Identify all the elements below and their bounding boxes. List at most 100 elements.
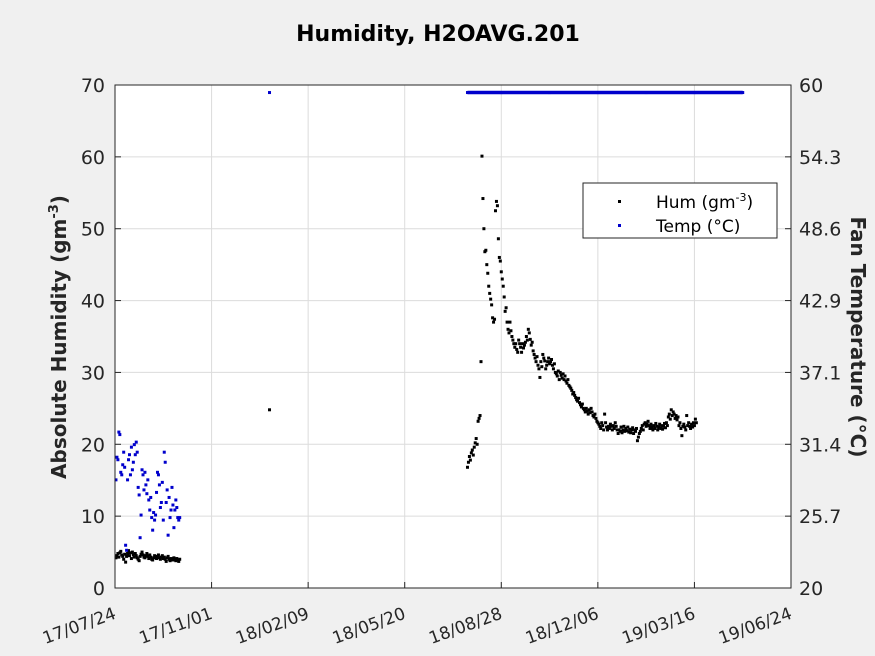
hum-point bbox=[550, 363, 554, 367]
temp-point bbox=[114, 478, 118, 482]
hum-point bbox=[466, 460, 470, 464]
hum-point bbox=[477, 416, 481, 420]
hum-point bbox=[510, 335, 514, 338]
hum-point bbox=[171, 558, 175, 562]
temp-point bbox=[135, 450, 139, 454]
hum-point bbox=[125, 554, 129, 558]
hum-point bbox=[624, 426, 628, 430]
hum-point bbox=[493, 317, 497, 321]
temp-point bbox=[138, 536, 142, 540]
hum-point bbox=[563, 374, 567, 378]
hum-point bbox=[160, 554, 164, 558]
hum-point bbox=[564, 379, 568, 383]
y-right-tick-label: 60 bbox=[799, 75, 823, 97]
hum-point bbox=[145, 552, 149, 556]
temp-point bbox=[129, 445, 133, 449]
hum-point bbox=[478, 414, 482, 418]
hum-point bbox=[512, 342, 516, 346]
hum-point bbox=[650, 425, 654, 429]
temp-point bbox=[144, 483, 148, 487]
hum-point bbox=[688, 424, 692, 428]
temp-point bbox=[142, 488, 146, 492]
hum-point bbox=[677, 424, 681, 428]
temp-point bbox=[134, 440, 138, 444]
hum-point bbox=[119, 549, 123, 553]
hum-point bbox=[523, 340, 527, 344]
hum-point bbox=[528, 337, 532, 341]
hum-point bbox=[542, 356, 546, 360]
temp-point bbox=[177, 518, 181, 522]
hum-point bbox=[662, 424, 666, 428]
hum-point bbox=[589, 406, 593, 410]
temp-series bbox=[114, 90, 745, 552]
hum-point bbox=[508, 320, 512, 324]
hum-point bbox=[570, 388, 574, 392]
hum-point bbox=[546, 360, 550, 364]
hum-point bbox=[131, 553, 135, 557]
hum-point bbox=[643, 421, 647, 425]
temp-point bbox=[140, 468, 144, 472]
hum-point bbox=[647, 424, 651, 428]
hum-point bbox=[535, 355, 539, 359]
temp-point bbox=[121, 463, 125, 467]
hum-point bbox=[623, 429, 627, 433]
hum-point bbox=[605, 425, 609, 429]
temp-point bbox=[115, 455, 119, 459]
hum-point bbox=[590, 410, 594, 414]
hum-point bbox=[646, 419, 650, 423]
temp-point bbox=[158, 506, 162, 510]
hum-point bbox=[487, 284, 491, 288]
hum-point bbox=[499, 270, 503, 274]
hum-point bbox=[137, 559, 141, 563]
hum-point bbox=[525, 338, 529, 342]
hum-point bbox=[521, 342, 525, 346]
hum-point bbox=[534, 360, 538, 364]
hum-point bbox=[495, 204, 499, 208]
hum-point bbox=[470, 448, 474, 452]
temp-point bbox=[152, 511, 156, 515]
temp-point bbox=[151, 528, 155, 532]
temp-point bbox=[159, 500, 163, 504]
hum-point bbox=[122, 557, 126, 561]
temp-point bbox=[163, 460, 167, 464]
hum-point bbox=[628, 427, 632, 431]
hum-point bbox=[560, 376, 564, 380]
hum-point bbox=[164, 559, 168, 563]
temp-point bbox=[127, 453, 131, 457]
temp-point bbox=[124, 543, 128, 547]
hum-point bbox=[673, 416, 677, 420]
hum-point bbox=[637, 432, 641, 436]
temp-point bbox=[116, 458, 120, 462]
hum-point bbox=[635, 439, 639, 443]
y-left-tick-label: 70 bbox=[81, 75, 105, 97]
hum-point bbox=[505, 320, 509, 324]
temp-point bbox=[132, 443, 136, 447]
hum-point bbox=[678, 421, 682, 425]
hum-point bbox=[658, 422, 662, 426]
hum-point bbox=[134, 554, 138, 558]
hum-point bbox=[598, 424, 602, 428]
hum-point bbox=[509, 329, 513, 333]
hum-point bbox=[133, 552, 137, 556]
hum-point bbox=[121, 554, 125, 558]
hum-point bbox=[638, 429, 642, 433]
temp-point bbox=[136, 485, 140, 489]
hum-point bbox=[469, 451, 473, 455]
legend-label-temp: Temp (°C) bbox=[655, 217, 740, 237]
hum-point bbox=[494, 199, 498, 203]
hum-point bbox=[124, 560, 128, 564]
temp-point bbox=[147, 498, 151, 502]
hum-point bbox=[168, 559, 172, 563]
hum-point bbox=[680, 434, 684, 438]
hum-point bbox=[504, 306, 508, 310]
y-left-tick-label: 50 bbox=[81, 219, 105, 241]
hum-point bbox=[652, 424, 656, 428]
hum-point bbox=[608, 422, 612, 426]
temp-point bbox=[119, 470, 123, 474]
hum-point bbox=[629, 431, 633, 435]
hum-point bbox=[573, 393, 577, 397]
hum-point bbox=[471, 453, 475, 457]
hum-point bbox=[668, 417, 672, 421]
hum-point bbox=[174, 559, 178, 563]
hum-point bbox=[653, 426, 657, 430]
